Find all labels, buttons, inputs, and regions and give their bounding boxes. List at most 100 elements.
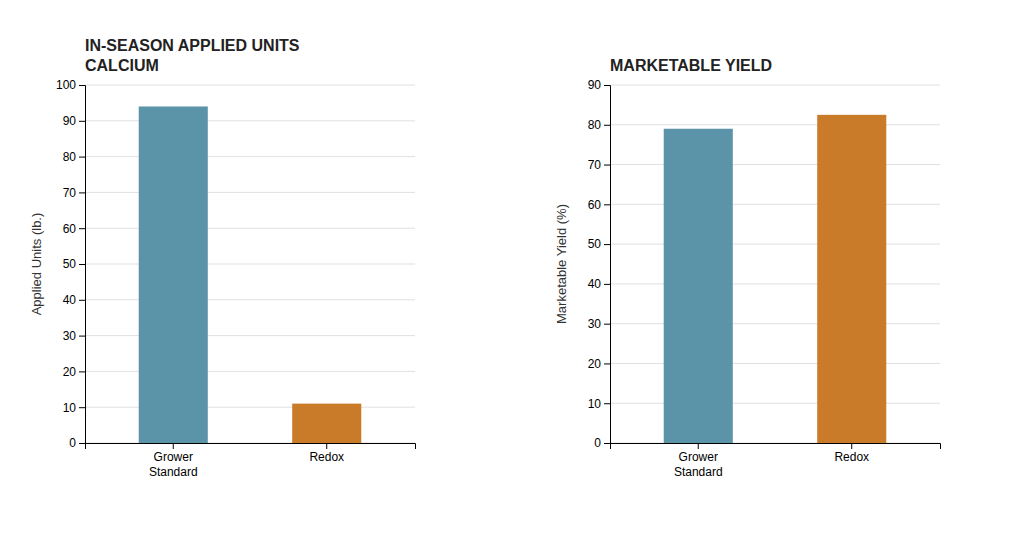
y-tick-label: 20 (63, 365, 77, 379)
x-tick-label: Redox (834, 450, 869, 464)
x-tick: Redox (834, 443, 869, 464)
x-axis-line (86, 444, 416, 450)
grid-line (610, 244, 940, 245)
bar (139, 106, 208, 443)
x-axis: GrowerStandard Redox (611, 443, 941, 479)
grid-line (610, 164, 940, 165)
x-axis-line (611, 444, 941, 450)
bar (292, 404, 361, 443)
grid-line (85, 228, 415, 229)
chart-title: MARKETABLE YIELD (610, 57, 772, 74)
y-tick-mark (79, 264, 85, 265)
y-tick: 0 (69, 436, 85, 450)
y-tick: 70 (63, 186, 85, 200)
y-axis-title: Marketable Yield (%) (554, 204, 569, 324)
grid-line (85, 371, 415, 372)
y-tick-label: 50 (588, 237, 602, 251)
y-tick-mark (79, 192, 85, 193)
y-tick-mark (79, 300, 85, 301)
plot-area (139, 106, 362, 443)
y-tick-label: 80 (63, 150, 77, 164)
grid-line (610, 124, 940, 125)
x-tick-label: Redox (309, 450, 344, 464)
y-tick: 20 (588, 357, 610, 371)
y-tick-label: 60 (63, 222, 77, 236)
y-tick-mark (79, 85, 85, 86)
y-tick-mark (604, 443, 610, 444)
y-tick-mark (604, 244, 610, 245)
y-tick-label: 40 (588, 277, 602, 291)
y-tick: 40 (63, 293, 85, 307)
y-tick-label: 70 (588, 158, 602, 172)
y-tick-mark (79, 121, 85, 122)
y-tick-mark (79, 228, 85, 229)
x-tick: Redox (309, 443, 344, 464)
y-tick-label: 80 (588, 118, 602, 132)
y-tick-label: 30 (63, 329, 77, 343)
y-tick: 0 (594, 436, 610, 450)
y-tick: 80 (588, 118, 610, 132)
x-tick-label: GrowerStandard (149, 450, 198, 480)
grid (610, 85, 940, 443)
grid-line (85, 299, 415, 300)
y-tick-mark (604, 165, 610, 166)
grid-line (610, 323, 940, 324)
grid-line (610, 85, 940, 86)
grid-line (610, 403, 940, 404)
y-axis: 0 10 20 30 40 50 60 70 80 90 (588, 78, 611, 450)
x-tick-mark (326, 443, 327, 449)
y-tick-label: 60 (588, 198, 602, 212)
grid-line (85, 192, 415, 193)
y-tick: 70 (588, 158, 610, 172)
y-tick-label: 30 (588, 317, 602, 331)
grid-line (610, 283, 940, 284)
y-tick-label: 20 (588, 357, 602, 371)
x-tick: GrowerStandard (674, 443, 723, 479)
y-axis-title: Applied Units (lb.) (29, 213, 44, 316)
y-tick: 30 (588, 317, 610, 331)
y-tick: 60 (63, 222, 85, 236)
grid-line (85, 335, 415, 336)
y-tick-label: 0 (594, 436, 601, 450)
x-tick-mark (698, 443, 699, 449)
y-tick-mark (79, 336, 85, 337)
grid-line (85, 85, 415, 86)
x-tick: GrowerStandard (149, 443, 198, 479)
y-tick-mark (79, 443, 85, 444)
y-tick-label: 10 (63, 401, 77, 415)
y-tick-label: 10 (588, 397, 602, 411)
y-tick-label: 90 (588, 78, 602, 92)
chart: 0 10 20 30 40 50 60 70 80 90 GrowerStandard Redox Ma… (554, 57, 941, 479)
x-tick-mark (851, 443, 852, 449)
y-tick: 90 (63, 114, 85, 128)
grid-line (85, 120, 415, 121)
figure: 0102030405060708090100GrowerStandardRedo… (0, 0, 1024, 538)
y-axis-line (79, 86, 86, 444)
y-tick-label: 100 (56, 78, 76, 92)
y-tick-mark (79, 407, 85, 408)
y-tick-mark (604, 284, 610, 285)
y-tick: 50 (588, 237, 610, 251)
y-tick-mark (604, 324, 610, 325)
y-tick-mark (79, 157, 85, 158)
y-tick-mark (604, 363, 610, 364)
y-tick-label: 0 (69, 436, 76, 450)
grid-line (85, 407, 415, 408)
y-tick: 10 (588, 397, 610, 411)
y-tick: 40 (588, 277, 610, 291)
y-axis-line (604, 86, 611, 444)
y-tick: 50 (63, 257, 85, 271)
chart-title: IN-SEASON APPLIED UNITSCALCIUM (85, 37, 300, 74)
y-tick: 100 (56, 78, 85, 92)
grid-line (610, 363, 940, 364)
y-tick-label: 90 (63, 114, 77, 128)
y-tick-mark (604, 403, 610, 404)
y-tick: 90 (588, 78, 610, 92)
grid-line (85, 264, 415, 265)
y-tick-label: 40 (63, 293, 77, 307)
y-tick: 80 (63, 150, 85, 164)
x-tick-label: GrowerStandard (674, 450, 723, 480)
x-axis: GrowerStandard Redox (86, 443, 416, 479)
y-tick-mark (604, 204, 610, 205)
bar (817, 115, 886, 443)
